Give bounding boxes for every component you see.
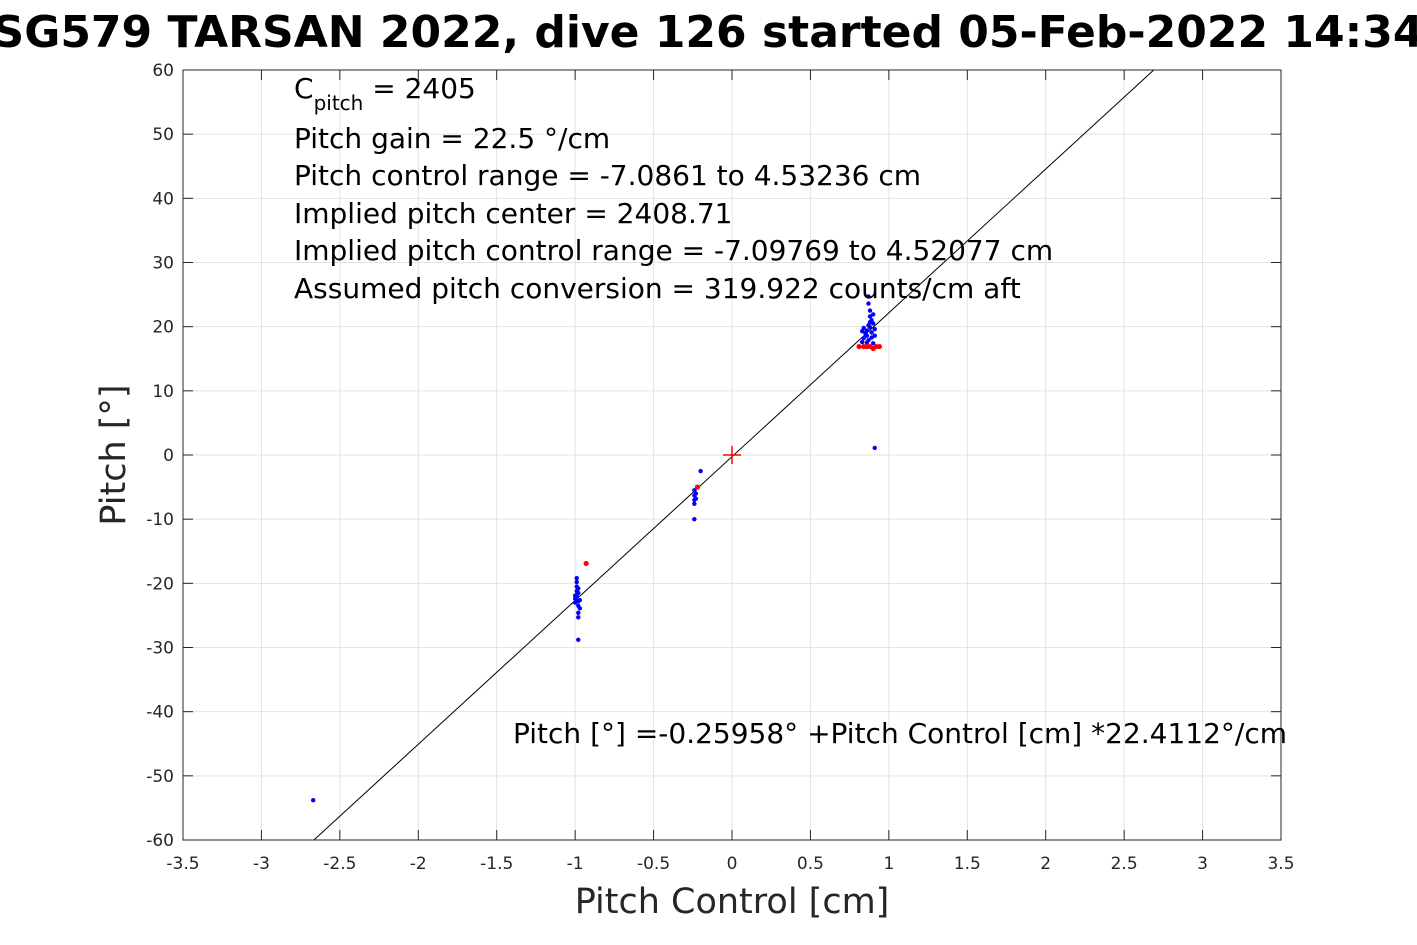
y-tick-label: 60: [152, 61, 174, 81]
x-tick-label: -3.5: [166, 854, 199, 874]
y-tick-label: -30: [146, 639, 174, 659]
parameters-annotation: Cpitch = 2405 Pitch gain = 22.5 °/cm Pit…: [294, 72, 1053, 305]
fit-equation-annotation: Pitch [°] =-0.25958° +Pitch Control [cm]…: [513, 717, 1287, 750]
data-point-red: [583, 560, 589, 567]
data-point-blue: [861, 336, 866, 341]
data-point-blue: [310, 798, 316, 803]
data-point-blue: [869, 330, 874, 335]
y-tick-label: -50: [146, 767, 174, 787]
y-tick-label: 30: [152, 254, 174, 274]
data-point-blue: [867, 308, 873, 313]
x-tick-label: 2.5: [1111, 854, 1138, 874]
y-axis-label: Pitch [°]: [94, 384, 134, 525]
data-point-blue: [861, 325, 866, 331]
pitch-gain-line: Pitch gain = 22.5 °/cm: [294, 122, 610, 155]
x-tick-label: -0.5: [637, 854, 670, 874]
data-point-blue: [572, 593, 578, 598]
data-point-blue: [859, 339, 865, 345]
y-axis-ticks: 60 50 40 30 20 10 0 -10 -20 -30 -40 -50 -60: [146, 61, 1281, 851]
y-tick-label: 0: [163, 446, 174, 466]
data-point-blue: [576, 586, 581, 591]
x-axis-label: Pitch Control [cm]: [575, 882, 890, 922]
data-point-blue: [866, 294, 871, 299]
center-marker-group: [723, 446, 741, 464]
x-axis-ticks: -3.5 -3 -2.5 -2 -1.5 -1 -0.5 0 0.5 1 1.5 2 2.5 3 3.5: [166, 70, 1295, 874]
y-tick-label: 20: [152, 318, 174, 338]
data-point-blue: [693, 496, 699, 501]
x-tick-label: 1.5: [954, 854, 981, 874]
data-point-blue: [576, 615, 581, 620]
implied-pitch-control-range-line: Implied pitch control range = -7.09769 t…: [294, 234, 1053, 267]
y-tick-label: -10: [146, 510, 174, 530]
chart-title: SG579 TARSAN 2022, dive 126 started 05-F…: [0, 7, 1417, 58]
data-points: [310, 294, 883, 803]
data-point-blue: [872, 327, 877, 332]
data-point-blue: [870, 341, 876, 346]
data-point-blue: [576, 610, 581, 616]
implied-pitch-center-line: Implied pitch center = 2408.71: [294, 197, 732, 230]
data-point-blue: [872, 445, 877, 451]
data-point-blue: [866, 323, 871, 328]
x-tick-label: -1.5: [480, 854, 513, 874]
data-point-red: [694, 484, 701, 490]
x-tick-label: -2: [410, 854, 427, 874]
c-pitch-base: C: [294, 72, 314, 105]
data-point-blue: [692, 516, 697, 522]
x-tick-label: -1: [567, 854, 584, 874]
data-point-blue: [577, 606, 583, 611]
x-tick-label: 3: [1197, 854, 1208, 874]
data-point-blue: [574, 576, 579, 581]
x-tick-label: -2.5: [323, 854, 356, 874]
x-tick-label: -3: [253, 854, 270, 874]
y-tick-label: -60: [146, 831, 174, 851]
x-tick-label: 0: [727, 854, 738, 874]
data-point-blue: [864, 340, 870, 345]
data-point-blue: [574, 579, 579, 585]
x-tick-label: 3.5: [1267, 854, 1294, 874]
data-point-red: [856, 343, 862, 350]
data-point-blue: [870, 312, 876, 317]
data-point-blue: [866, 301, 871, 306]
data-point-blue: [872, 333, 877, 338]
c-pitch-line: Cpitch = 2405: [294, 72, 476, 115]
pitch-control-range-line: Pitch control range = -7.0861 to 4.53236…: [294, 159, 921, 192]
data-point-blue: [576, 637, 581, 642]
data-point-blue: [869, 318, 874, 323]
x-tick-label: 2: [1040, 854, 1051, 874]
data-point-red: [876, 343, 883, 350]
y-tick-label: 40: [152, 189, 174, 209]
x-tick-label: 1: [883, 854, 894, 874]
y-tick-label: 50: [152, 125, 174, 145]
assumed-pitch-conversion-line: Assumed pitch conversion = 319.922 count…: [294, 272, 1021, 305]
data-point-blue: [698, 468, 703, 474]
c-pitch-value: = 2405: [363, 72, 476, 105]
data-point-blue: [577, 597, 583, 603]
x-tick-label: 0.5: [797, 854, 824, 874]
data-point-blue: [692, 501, 697, 506]
data-point-blue: [693, 491, 699, 496]
y-tick-label: -20: [146, 574, 174, 594]
c-pitch-subscript: pitch: [314, 91, 364, 115]
y-tick-label: 10: [152, 382, 174, 402]
y-tick-label: -40: [146, 703, 174, 723]
